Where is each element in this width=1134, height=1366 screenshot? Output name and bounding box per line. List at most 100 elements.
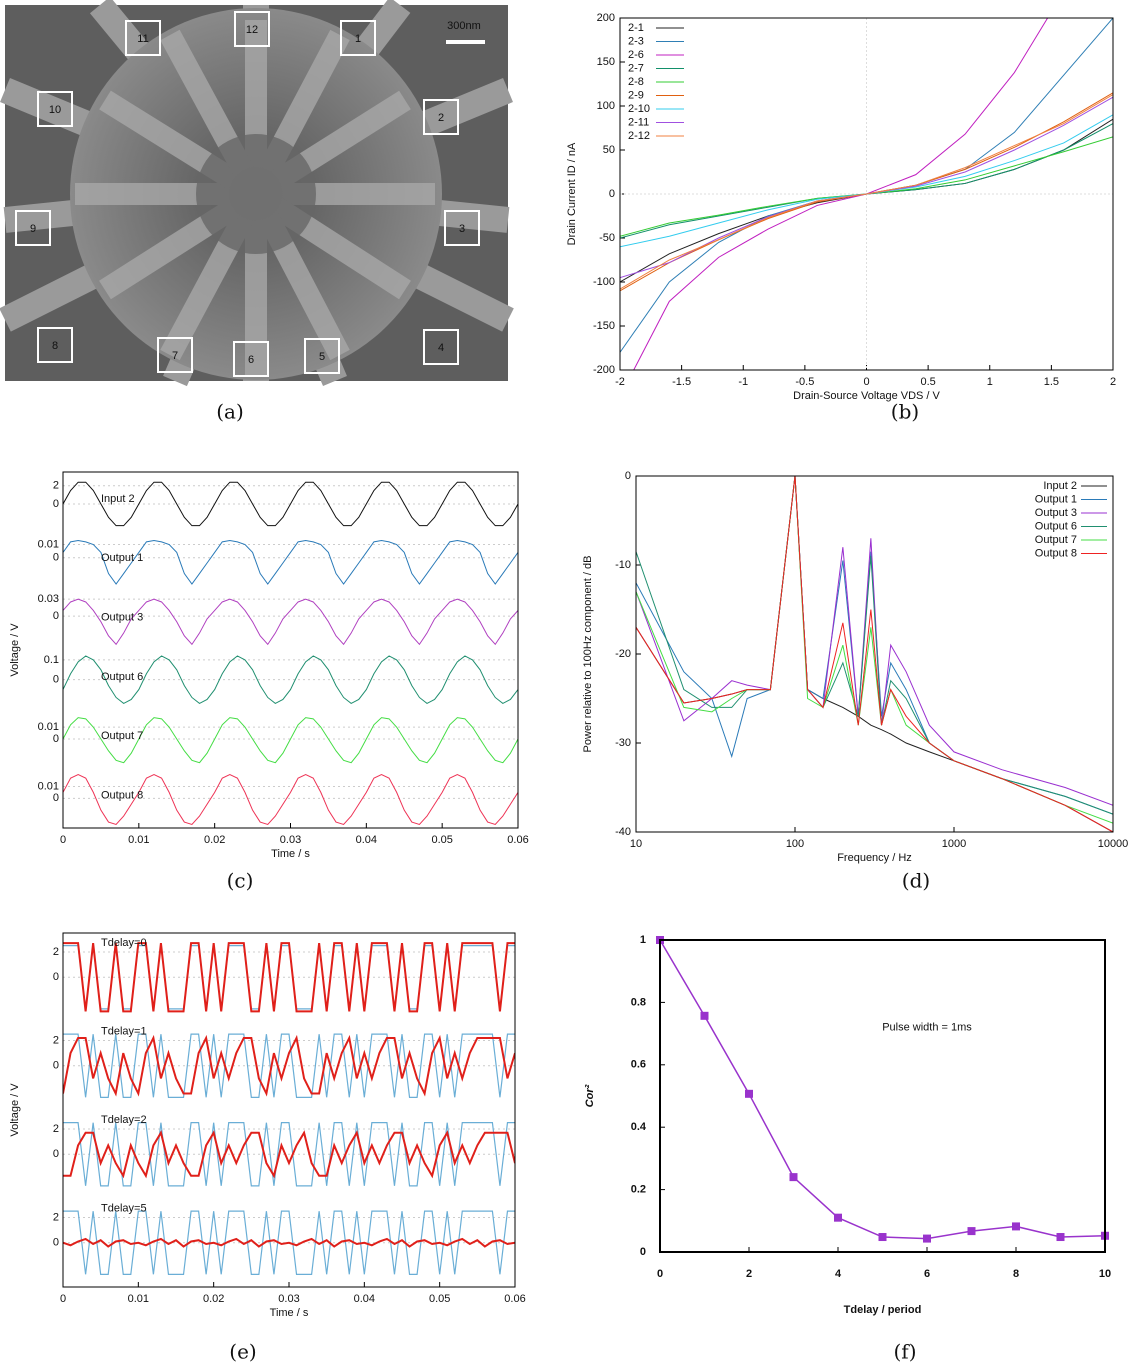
trace-label: Input 2 [101,493,135,505]
trace-line [63,540,518,585]
y-tick-label: 0 [53,792,59,804]
trace-line [63,655,518,704]
y-tick-label: 0 [53,674,59,686]
y-axis-label: Drain Current ID / nA [566,142,578,245]
electrode-label: 6 [248,354,254,366]
trace-line [63,942,515,1013]
series-line [636,476,1113,806]
electrode-box [423,99,459,135]
y-axis-label: Power relative to 100Hz component / dB [582,556,594,753]
trace-label: Output 1 [101,552,143,564]
y-axis-label: Cor² [584,1084,596,1107]
caption: (a) [216,400,244,424]
x-tick-label: 0.04 [354,1293,375,1305]
x-tick-label: 0.02 [203,1293,224,1305]
y-tick-label: 0 [53,971,59,983]
x-tick-label: 8 [1013,1268,1019,1280]
electrode-box [234,11,270,47]
y-tick-label: 0.8 [631,996,646,1008]
electrode-box [15,210,51,246]
electrode-label: 9 [30,223,36,235]
x-tick-label: 0.01 [128,834,149,846]
y-axis-label: Voltage / V [9,623,21,677]
y-tick-label: 50 [603,144,615,156]
y-axis-label: Voltage / V [9,1083,21,1137]
x-axis-label: Tdelay / period [844,1304,922,1316]
legend-label: 2-11 [628,116,649,128]
y-tick-label: 1 [640,934,646,946]
electrode-box [37,327,73,363]
legend-label: Output 6 [1035,520,1077,532]
plot-frame [62,471,519,829]
x-axis-label: Time / s [271,848,310,860]
x-tick-label: 0.01 [128,1293,149,1305]
x-axis-label: Time / s [270,1307,309,1319]
trace-line [63,598,518,646]
input-line [63,1210,515,1275]
y-tick-label: 0 [53,610,59,622]
x-tick-label: 0.5 [920,376,935,388]
point [745,1089,753,1098]
x-axis-label: Drain-Source Voltage VDS / V [793,390,940,402]
legend-label: 2-6 [628,49,644,61]
trace-line [63,717,518,764]
x-tick-label: 0 [60,834,66,846]
y-tick-label: 0 [53,1237,59,1249]
point [967,1227,976,1236]
x-tick-label: 0.06 [507,834,528,846]
y-tick-label: 0.01 [38,538,59,550]
scale-bar-label: 300nm [447,20,481,32]
y-tick-label: 0 [53,1060,59,1072]
plot-frame [635,475,1114,833]
series-line [620,123,1113,239]
y-tick-label: -10 [615,559,631,571]
electrode-label: 3 [459,223,465,235]
legend-label: Input 2 [1043,480,1077,492]
legend-label: 2-3 [628,35,644,47]
y-tick-label: -50 [599,232,615,244]
input-line [63,1122,515,1187]
caption: (e) [229,1340,256,1364]
x-tick-label: 100 [786,838,804,850]
x-tick-label: -1.5 [672,376,691,388]
y-tick-label: 0 [53,1148,59,1160]
electrode-label: 12 [246,24,258,36]
trace-line [63,1130,515,1179]
electrode-box [37,91,73,127]
y-tick-label: 0.2 [631,1184,646,1196]
x-tick-label: 2 [746,1268,752,1280]
point [878,1233,887,1242]
y-tick-label: 0.6 [631,1059,646,1071]
y-tick-label: 2 [53,946,59,958]
electrode-label: 1 [355,33,361,45]
x-tick-label: -1 [738,376,748,388]
y-tick-label: -200 [593,364,615,376]
y-tick-label: 2 [53,1123,59,1135]
electrode-box [125,20,161,56]
x-tick-label: -2 [615,376,625,388]
y-tick-label: -30 [615,737,631,749]
plot-frame [659,939,1106,1253]
electrode-label: 5 [319,351,325,363]
y-tick-label: 0.4 [631,1121,647,1133]
point [1056,1233,1065,1242]
plot-frame [62,932,516,1288]
y-tick-label: -20 [615,648,631,660]
x-tick-label: 1000 [942,838,966,850]
x-tick-label: 0.05 [429,1293,450,1305]
plot-frame [619,17,1114,371]
y-tick-label: 2 [53,480,59,492]
x-tick-label: 0 [657,1268,663,1280]
x-tick-label: 0.02 [204,834,225,846]
trace-line [63,1237,515,1248]
electrode-label: 8 [52,340,58,352]
x-tick-label: 10 [1099,1268,1111,1280]
x-tick-label: 0.03 [278,1293,299,1305]
legend-label: 2-8 [628,76,644,88]
y-tick-label: 0 [53,552,59,564]
y-tick-label: 150 [597,56,615,68]
x-tick-label: 0.03 [280,834,301,846]
legend-label: 2-1 [628,22,644,34]
point [1012,1222,1020,1231]
trace-label: Tdelay=2 [101,1114,147,1126]
